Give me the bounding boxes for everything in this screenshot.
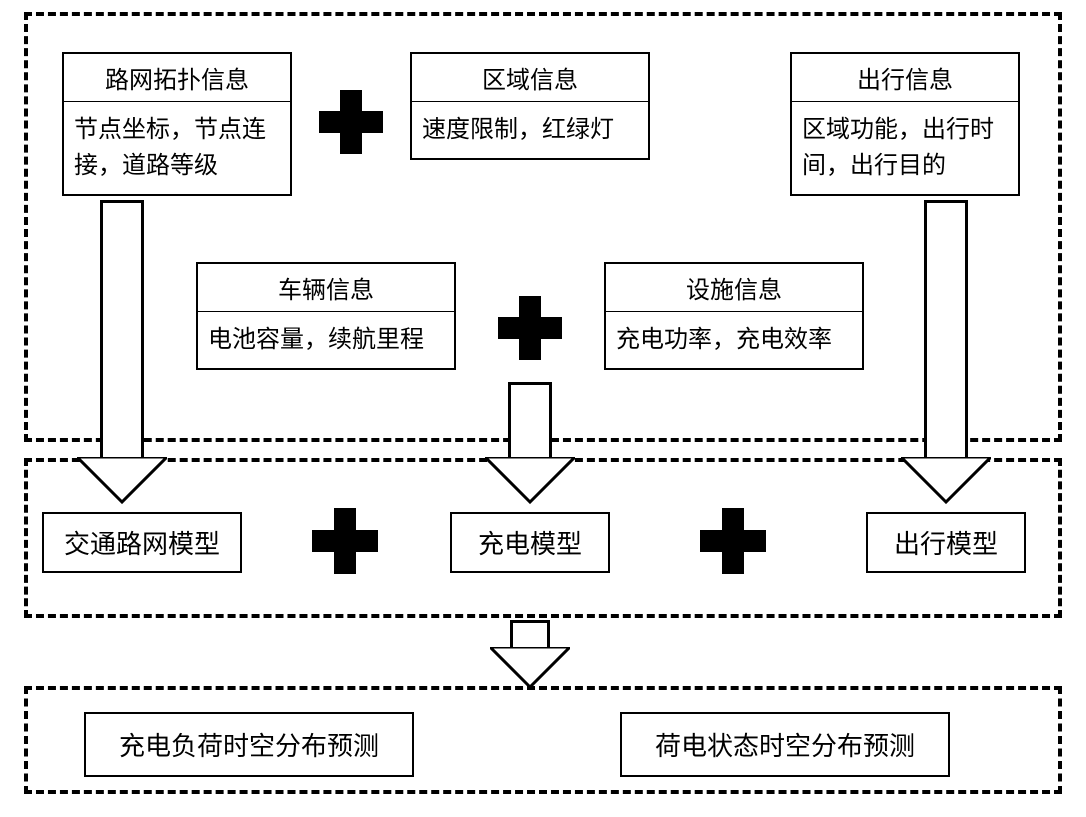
box-travel-model-label: 出行模型 xyxy=(894,524,998,561)
box-road-net: 路网拓扑信息 节点坐标，节点连接，道路等级 xyxy=(62,52,292,196)
box-traffic-model-label: 交通路网模型 xyxy=(64,524,220,561)
plus-icon xyxy=(700,508,766,574)
box-soc-output: 荷电状态时空分布预测 xyxy=(620,712,950,777)
box-traffic-model: 交通路网模型 xyxy=(42,512,242,573)
box-facility-body: 充电功率，充电效率 xyxy=(606,312,862,368)
box-area: 区域信息 速度限制，红绿灯 xyxy=(410,52,650,160)
box-facility-title: 设施信息 xyxy=(606,264,862,312)
box-road-net-title: 路网拓扑信息 xyxy=(64,54,290,102)
plus-icon xyxy=(312,508,378,574)
box-travel-title: 出行信息 xyxy=(792,54,1018,102)
box-vehicle-title: 车辆信息 xyxy=(198,264,454,312)
box-travel-model: 出行模型 xyxy=(866,512,1026,573)
box-load-output-label: 充电负荷时空分布预测 xyxy=(119,726,379,763)
box-charge-model-label: 充电模型 xyxy=(478,524,582,561)
plus-icon xyxy=(498,296,562,360)
box-facility: 设施信息 充电功率，充电效率 xyxy=(604,262,864,370)
box-vehicle: 车辆信息 电池容量，续航里程 xyxy=(196,262,456,370)
box-charge-model: 充电模型 xyxy=(450,512,610,573)
plus-icon xyxy=(319,90,383,154)
box-travel: 出行信息 区域功能，出行时间，出行目的 xyxy=(790,52,1020,196)
box-soc-output-label: 荷电状态时空分布预测 xyxy=(655,726,915,763)
box-travel-body: 区域功能，出行时间，出行目的 xyxy=(792,102,1018,194)
box-road-net-body: 节点坐标，节点连接，道路等级 xyxy=(64,102,290,194)
box-area-title: 区域信息 xyxy=(412,54,648,102)
box-load-output: 充电负荷时空分布预测 xyxy=(84,712,414,777)
box-vehicle-body: 电池容量，续航里程 xyxy=(198,312,454,368)
box-area-body: 速度限制，红绿灯 xyxy=(412,102,648,158)
